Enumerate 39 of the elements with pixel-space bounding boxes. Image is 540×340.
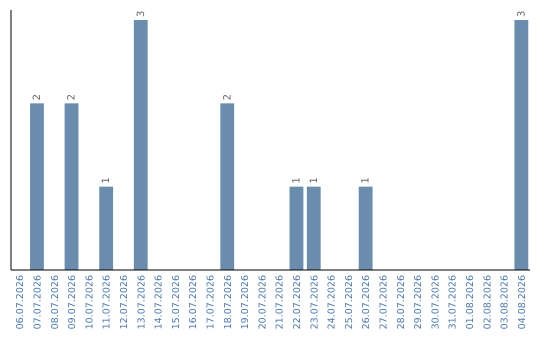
data-label: 3 [516,10,528,17]
data-label: 2 [222,94,234,100]
x-tick-label: 12.07.2026 [118,275,130,330]
x-tick-label: 17.07.2026 [205,275,216,330]
data-label: 1 [308,177,320,184]
x-tick-label: 13.07.2026 [136,275,148,330]
x-tick-label: 10.07.2026 [84,275,96,330]
data-label: 3 [136,10,147,17]
x-tick-label: 23.07.2026 [309,275,320,330]
x-tick-label: 06.07.2026 [15,275,26,330]
x-tick-label: 31.07.2026 [448,275,459,330]
x-tick-label: 20.07.2026 [257,275,268,330]
x-tick-label: 16.07.2026 [188,275,200,330]
x-tick-label: 09.07.2026 [67,275,78,330]
x-tick-label: 19.07.2026 [240,275,252,330]
x-tick-label: 15.07.2026 [170,275,182,330]
x-tick-label: 01.08.2026 [464,275,476,330]
data-label: 1 [291,177,302,184]
x-tick-label: 22.07.2026 [292,275,303,330]
x-tick-label: 07.07.2026 [32,275,44,330]
data-label: 2 [32,94,43,100]
data-label: 1 [101,177,112,184]
x-tick-label: 26.07.2026 [361,275,372,330]
x-tick-label: 21.07.2026 [274,275,286,330]
x-tick-label: 11.07.2026 [102,275,113,330]
x-tick-label: 03.08.2026 [500,275,511,330]
x-tick-label: 28.07.2026 [396,275,407,330]
x-tick-label: 02.08.2026 [482,275,494,330]
x-tick-label: 14.07.2026 [154,275,165,330]
data-label: 2 [66,94,78,100]
x-tick-label: 27.07.2026 [378,275,390,330]
x-tick-label: 24.07.2026 [326,275,338,330]
x-tick-label: 08.07.2026 [50,275,61,330]
x-tick-label: 04.08.2026 [516,275,528,330]
x-tick-label: 25.07.2026 [344,275,355,330]
x-tick-label: 29.07.2026 [413,275,424,330]
x-tick-label: 30.07.2026 [430,275,442,330]
data-label: 1 [360,177,372,184]
x-tick-label: 18.07.2026 [222,275,234,330]
